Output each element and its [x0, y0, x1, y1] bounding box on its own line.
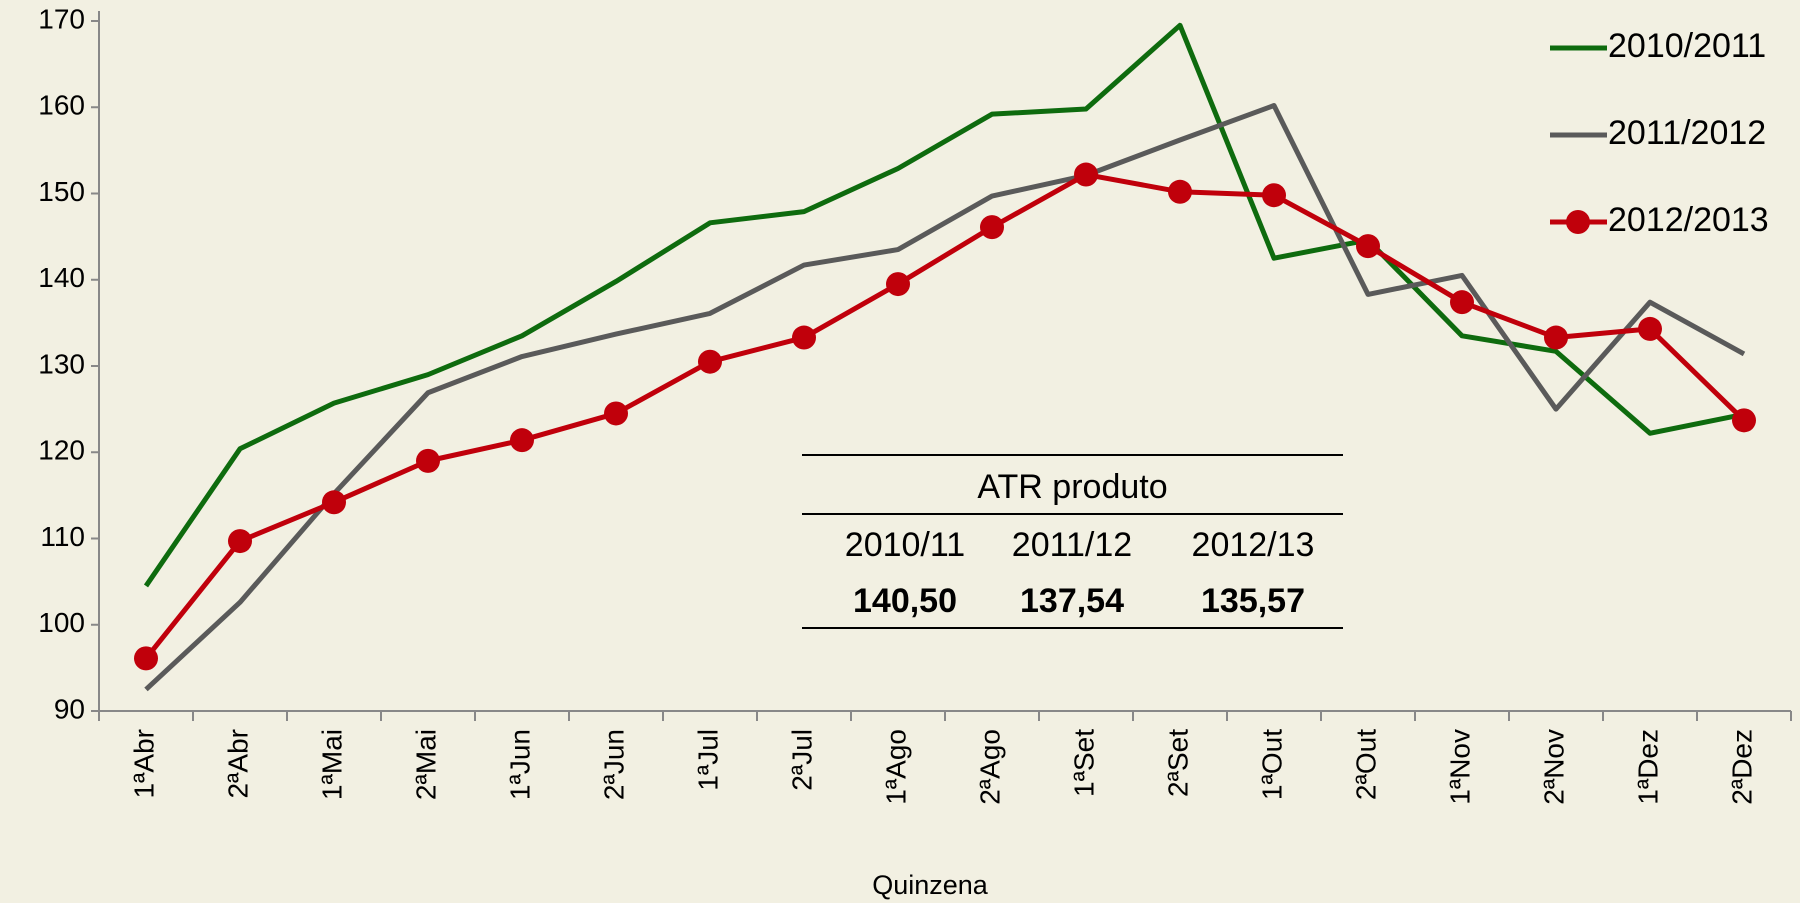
y-tick-label: 160 [38, 90, 85, 121]
point [698, 350, 722, 374]
point [792, 326, 816, 350]
y-tick-label: 170 [38, 3, 85, 34]
x-tick-label: 1ªDez [1632, 729, 1663, 805]
legend-label: 2011/2012 [1608, 114, 1766, 152]
chart: Quinzena 90 100 110 120 130 140 150 160 170 1ªAbr… [0, 0, 1800, 903]
y-tick-label: 120 [38, 435, 85, 466]
y-tick-label: 100 [38, 607, 85, 638]
point [1168, 180, 1192, 204]
x-tick-label: 2ªMai [410, 729, 441, 800]
series-line [146, 25, 1744, 586]
x-tick-label: 2ªJul [786, 729, 817, 791]
y-tick-label: 90 [54, 693, 85, 724]
table-cell: 140,50 [853, 582, 957, 620]
x-tick-label: 2ªDez [1726, 729, 1757, 805]
point [604, 401, 628, 425]
point [416, 449, 440, 473]
point [886, 272, 910, 296]
point [980, 215, 1004, 239]
legend-label: 2012/2013 [1608, 201, 1769, 239]
x-tick-label: 2ªAgo [974, 729, 1005, 805]
y-tick-label: 150 [38, 176, 85, 207]
point [322, 490, 346, 514]
x-axis-label: Quinzena [872, 870, 989, 900]
y-tick-label: 140 [38, 262, 85, 293]
point [1544, 326, 1568, 350]
table-header: 2011/12 [1012, 526, 1132, 564]
table-title: ATR produto [977, 468, 1167, 506]
point [134, 646, 158, 670]
x-tick-label: 2ªAbr [222, 729, 253, 799]
x-tick-label: 1ªAgo [880, 729, 911, 805]
x-tick-label: 1ªAbr [128, 729, 159, 799]
x-tick-label: 2ªOut [1350, 729, 1381, 800]
x-tick-label: 1ªJul [692, 729, 723, 791]
point [228, 529, 252, 553]
point [1450, 290, 1474, 314]
x-tick-label: 2ªSet [1162, 729, 1193, 797]
y-tick-label: 110 [40, 521, 85, 552]
point [510, 428, 534, 452]
x-tick-label: 2ªJun [598, 729, 629, 800]
point [1074, 163, 1098, 187]
point [1262, 183, 1286, 207]
legend-label: 2010/2011 [1608, 27, 1766, 65]
x-tick-label: 1ªJun [504, 729, 535, 800]
table-cell: 135,57 [1201, 582, 1305, 620]
x-tick-label: 1ªMai [316, 729, 347, 800]
x-tick-label: 2ªNov [1538, 729, 1569, 805]
point [1356, 234, 1380, 258]
point [1732, 408, 1756, 432]
x-tick-label: 1ªNov [1444, 729, 1475, 805]
x-tick-label: 1ªSet [1068, 729, 1099, 797]
legend-marker [1566, 210, 1590, 234]
table-header: 2010/11 [845, 526, 965, 564]
y-tick-label: 130 [38, 348, 85, 379]
table-header: 2012/13 [1192, 526, 1315, 564]
point [1638, 317, 1662, 341]
table-cell: 137,54 [1020, 582, 1124, 620]
x-tick-label: 1ªOut [1256, 729, 1287, 800]
